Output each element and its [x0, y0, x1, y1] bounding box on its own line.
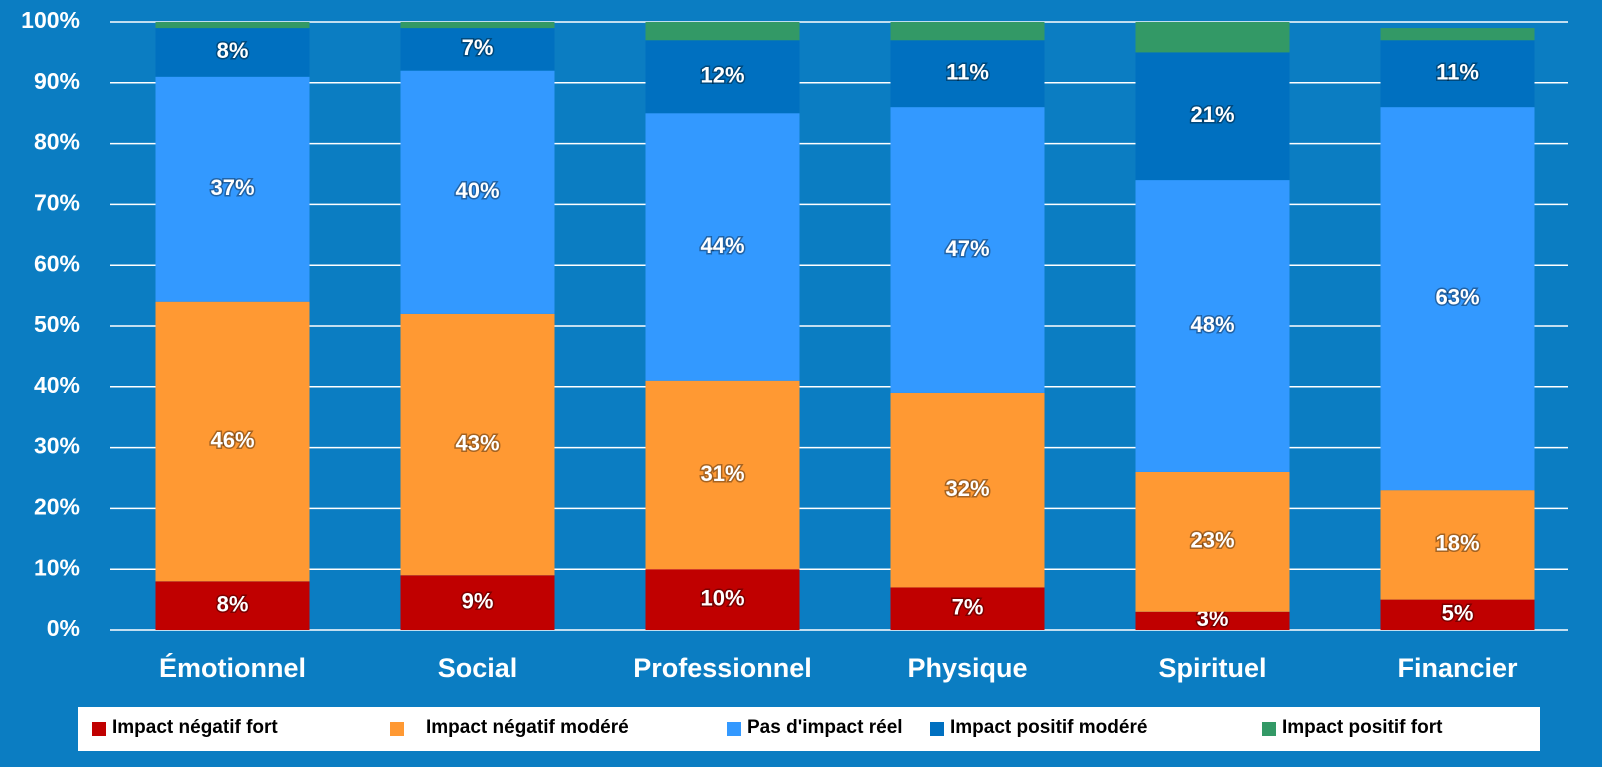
- x-tick-label: Spirituel: [1158, 653, 1266, 683]
- bar-segment: [155, 22, 310, 29]
- bar-segment: [400, 70, 555, 314]
- bar-segment: [645, 113, 800, 381]
- y-tick-label: 40%: [34, 372, 80, 398]
- data-label: 40%: [455, 178, 499, 203]
- bar-segment: [890, 392, 1045, 588]
- data-label: 10%: [700, 585, 744, 610]
- bar-segment: [155, 581, 310, 630]
- bar-segment: [155, 301, 310, 582]
- data-label: 11%: [1436, 59, 1479, 84]
- legend-swatch: [390, 722, 404, 736]
- y-tick-label: 70%: [34, 189, 80, 215]
- legend-box: [78, 707, 1540, 751]
- y-tick-label: 10%: [34, 554, 80, 580]
- legend-label: Impact positif modéré: [950, 717, 1147, 738]
- data-label: 44%: [700, 233, 744, 258]
- bar-segment: [155, 28, 310, 77]
- data-label: 48%: [1190, 312, 1234, 337]
- data-label: 8%: [217, 38, 249, 63]
- data-label: 12%: [700, 63, 744, 88]
- y-tick-label: 100%: [21, 7, 80, 33]
- x-tick-label: Professionnel: [633, 653, 812, 683]
- y-tick-label: 50%: [34, 311, 80, 337]
- bar-segment: [1135, 471, 1290, 612]
- legend-label: Impact négatif modéré: [426, 717, 629, 738]
- data-label: 8%: [217, 591, 249, 616]
- legend-label: Impact négatif fort: [112, 717, 278, 738]
- data-label: 31%: [700, 461, 744, 486]
- bar-segment: [400, 22, 555, 29]
- data-label: 21%: [1190, 102, 1234, 127]
- x-tick-label: Financier: [1397, 653, 1518, 683]
- x-tick-label: Émotionnel: [159, 652, 306, 683]
- data-label: 63%: [1435, 284, 1479, 309]
- legend-swatch: [92, 722, 106, 736]
- legend-label: Impact positif fort: [1282, 717, 1443, 738]
- data-label: 37%: [210, 175, 254, 200]
- legend-swatch: [930, 722, 944, 736]
- bar-segment: [1380, 40, 1535, 108]
- x-tick-label: Social: [438, 653, 518, 683]
- data-label: 11%: [946, 59, 989, 84]
- bar-segment: [645, 380, 800, 570]
- bar-segment: [645, 40, 800, 114]
- data-label: 7%: [952, 595, 984, 620]
- y-tick-label: 0%: [47, 615, 80, 641]
- y-tick-label: 30%: [34, 433, 80, 459]
- data-label: 46%: [210, 427, 254, 452]
- data-label: 43%: [455, 430, 499, 455]
- y-tick-label: 60%: [34, 250, 80, 276]
- bar-segment: [645, 22, 800, 41]
- bar-segment: [890, 22, 1045, 41]
- data-label: 18%: [1435, 531, 1479, 556]
- bar-segment: [890, 40, 1045, 108]
- bar-segment: [1380, 490, 1535, 600]
- data-label: 9%: [462, 588, 494, 613]
- y-tick-label: 80%: [34, 129, 80, 155]
- bar-segment: [400, 575, 555, 630]
- data-label: 47%: [945, 236, 989, 261]
- data-label: 7%: [462, 35, 494, 60]
- data-label: 32%: [945, 476, 989, 501]
- bar-segment: [1380, 107, 1535, 491]
- bar-segment: [400, 313, 555, 576]
- legend-swatch: [727, 722, 741, 736]
- bar-segment: [400, 28, 555, 71]
- bar-segment: [1135, 611, 1290, 630]
- bar-segment: [1135, 52, 1290, 181]
- legend-label: Pas d'impact réel: [747, 717, 903, 738]
- legend-swatch: [1262, 722, 1276, 736]
- bar-segment: [1380, 599, 1535, 630]
- bar-segment: [645, 569, 800, 630]
- data-label: 5%: [1442, 601, 1474, 626]
- y-tick-label: 20%: [34, 493, 80, 519]
- bar-segment: [1380, 28, 1535, 41]
- x-tick-label: Physique: [907, 653, 1027, 683]
- bar-segment: [890, 107, 1045, 393]
- bar-segment: [890, 587, 1045, 630]
- bar-segment: [1135, 180, 1290, 472]
- y-tick-label: 90%: [34, 68, 80, 94]
- bar-segment: [1135, 22, 1290, 53]
- data-label: 23%: [1190, 528, 1234, 553]
- bar-segment: [155, 76, 310, 302]
